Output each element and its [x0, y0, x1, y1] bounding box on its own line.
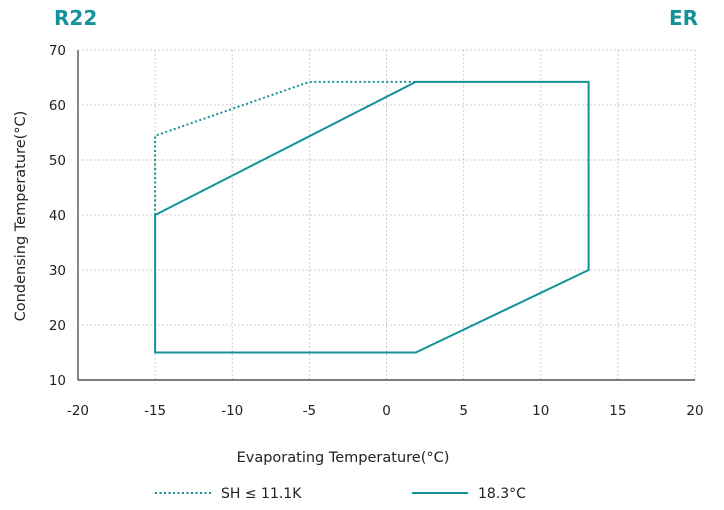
y-tick-label: 40 — [49, 208, 66, 224]
x-tick-label: -20 — [67, 403, 89, 419]
x-tick-label: 20 — [686, 403, 703, 419]
y-tick-label: 70 — [49, 43, 66, 59]
x-tick-label: -10 — [221, 403, 243, 419]
legend-label: SH ≤ 11.1K — [221, 486, 302, 502]
y-tick-label: 20 — [49, 318, 66, 334]
gridlines — [77, 49, 696, 381]
x-tick-label: 15 — [609, 403, 626, 419]
y-tick-labels: 10 20 30 40 50 60 70 — [49, 43, 66, 389]
series-line-return-gas — [154, 80, 590, 354]
refrigerant-label: R22 — [54, 6, 98, 30]
y-axis-label: Condensing Temperature(°C) — [13, 111, 29, 322]
x-tick-label: -5 — [303, 403, 316, 419]
legend-label: 18.3°C — [478, 486, 526, 502]
y-tick-label: 60 — [49, 98, 66, 114]
legend: SH ≤ 11.1K 18.3°C — [155, 486, 526, 502]
x-tick-label: 5 — [459, 403, 468, 419]
y-tick-label: 10 — [49, 373, 66, 389]
x-axis-label: Evaporating Temperature(°C) — [237, 450, 450, 466]
series-lines — [154, 80, 590, 354]
x-tick-labels: -20 -15 -10 -5 0 5 10 15 20 — [67, 403, 704, 419]
x-tick-label: 10 — [532, 403, 549, 419]
y-tick-label: 30 — [49, 263, 66, 279]
model-label: ER — [668, 6, 698, 30]
y-tick-label: 50 — [49, 153, 66, 169]
x-tick-label: -15 — [144, 403, 166, 419]
x-tick-label: 0 — [382, 403, 391, 419]
